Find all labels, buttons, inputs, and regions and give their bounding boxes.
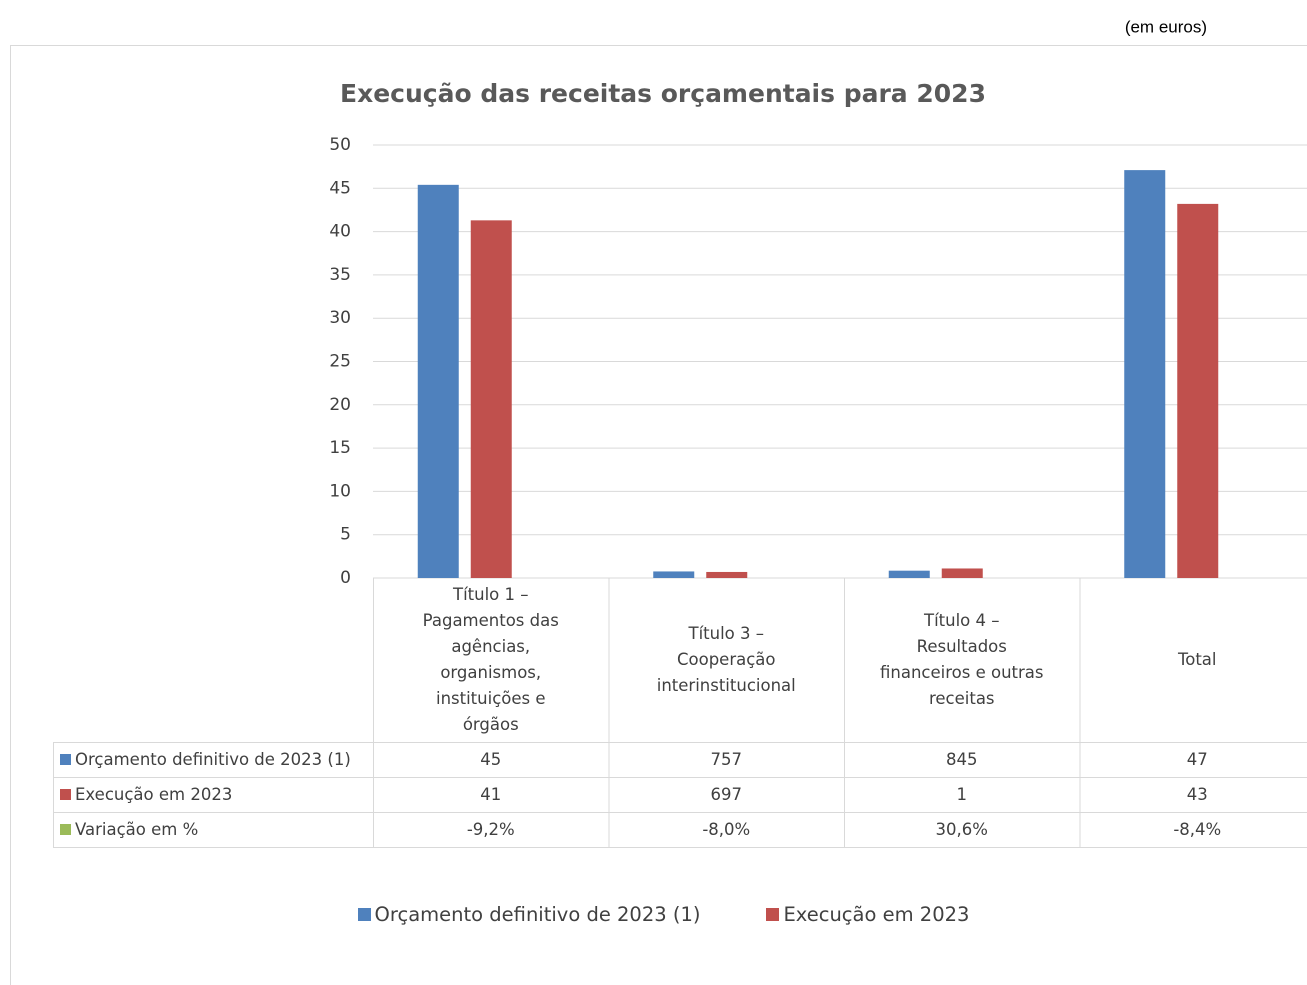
bar — [941, 568, 983, 578]
table-value: 757 — [710, 749, 743, 769]
bar — [470, 220, 512, 579]
y-tick-label: 20 — [329, 395, 351, 415]
table-value: 41 — [480, 784, 502, 804]
table-value: 47 — [1186, 749, 1208, 769]
y-tick-label: 0 — [340, 568, 351, 588]
y-tick-label: 50 — [329, 135, 351, 155]
bar — [417, 184, 459, 578]
table-value: 45 — [480, 749, 502, 769]
chart-title: Execução das receitas orçamentais para 2… — [340, 79, 986, 108]
legend-label: Execução em 2023 — [783, 902, 970, 926]
x-tick-label: Título 1 – Pagamentos das agências, orga… — [422, 585, 559, 734]
legend-key — [60, 789, 71, 800]
legend-key — [60, 754, 71, 765]
chart-frame — [10, 45, 1307, 985]
table-row-header: Orçamento definitivo de 2023 (1) — [53, 742, 351, 777]
series-name: Variação em % — [75, 820, 199, 839]
table-value: 30,6% — [935, 819, 988, 839]
y-tick-label: 40 — [329, 222, 351, 242]
legend-key — [60, 824, 71, 835]
table-value: 845 — [946, 749, 978, 769]
bar — [888, 570, 930, 578]
y-tick-label: 5 — [340, 525, 351, 545]
table-value: -9,2% — [466, 819, 515, 839]
table-row-header: Execução em 2023 — [53, 777, 232, 812]
bar — [653, 571, 695, 578]
series-name: Execução em 2023 — [75, 785, 233, 804]
x-tick-label: Título 4 – Resultados financeiros e outr… — [880, 611, 1044, 708]
y-tick-label: 30 — [329, 308, 351, 328]
y-tick-label: 10 — [329, 481, 351, 501]
table-value: 1 — [956, 784, 968, 804]
series-name: Orçamento definitivo de 2023 (1) — [75, 750, 351, 769]
legend-key — [357, 907, 371, 921]
legend-key — [766, 907, 780, 921]
y-tick-label: 35 — [329, 265, 351, 285]
y-tick-label: 45 — [329, 178, 351, 198]
x-tick-label: Título 3 – Cooperação interinstitucional — [656, 624, 796, 695]
unit-note: (em euros) — [1125, 17, 1207, 36]
bar — [1177, 203, 1219, 578]
bar — [706, 571, 748, 578]
legend-label: Orçamento definitivo de 2023 (1) — [374, 902, 701, 926]
table-value: 697 — [710, 784, 743, 804]
x-tick-label: Total — [1177, 650, 1217, 669]
legend: Orçamento definitivo de 2023 (1) Execução… — [0, 897, 1307, 931]
bar — [1124, 170, 1166, 578]
table-value: -8,4% — [1173, 819, 1222, 839]
table-row-header: Variação em % — [53, 812, 198, 847]
table-value: -8,0% — [702, 819, 751, 839]
y-tick-label: 15 — [329, 438, 351, 458]
table-value: 43 — [1186, 784, 1208, 804]
y-tick-label: 25 — [329, 352, 351, 372]
